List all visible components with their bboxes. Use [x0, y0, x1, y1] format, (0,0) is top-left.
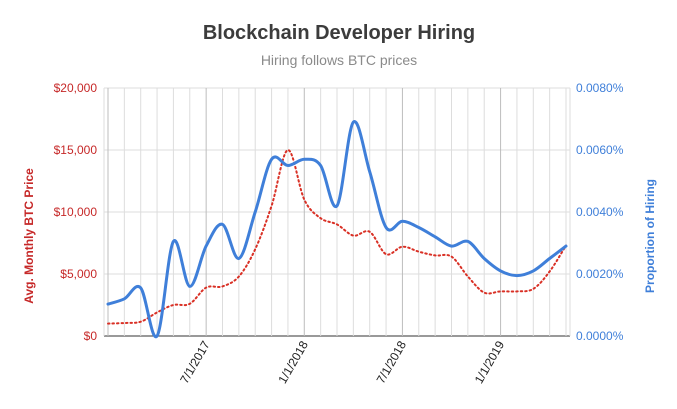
left-tick-label: $5,000: [60, 267, 97, 281]
right-tick-label: 0.0080%: [576, 81, 624, 95]
grid-lines: [103, 87, 571, 337]
right-tick-label: 0.0020%: [576, 267, 624, 281]
series-lines: [106, 120, 568, 339]
right-tick-label: 0.0040%: [576, 205, 624, 219]
chart-subtitle: Hiring follows BTC prices: [261, 52, 417, 68]
left-axis-ticks: $20,000 $15,000 $10,000 $5,000 $0: [54, 81, 98, 343]
x-tick-label: 1/1/2018: [275, 338, 311, 386]
hiring-proportion-line: [106, 120, 568, 339]
left-tick-label: $15,000: [54, 143, 98, 157]
chart-title: Blockchain Developer Hiring: [203, 22, 475, 44]
right-axis-label: Proportion of Hiring: [643, 179, 657, 293]
left-tick-label: $20,000: [54, 81, 98, 95]
btc-price-line: [107, 148, 567, 325]
right-tick-label: 0.0060%: [576, 143, 624, 157]
left-tick-label: $10,000: [54, 205, 98, 219]
x-tick-label: 7/1/2017: [177, 338, 213, 386]
x-tick-label: 1/1/2019: [472, 338, 508, 386]
left-tick-label: $0: [84, 329, 98, 343]
right-axis-ticks: 0.0080% 0.0060% 0.0040% 0.0020% 0.0000%: [576, 81, 624, 343]
x-tick-label: 7/1/2018: [374, 338, 410, 386]
right-tick-label: 0.0000%: [576, 329, 624, 343]
left-axis-label: Avg. Monthly BTC Price: [22, 168, 36, 304]
x-axis-ticks: 7/1/2017 1/1/2018 7/1/2018 1/1/2019: [177, 338, 507, 386]
